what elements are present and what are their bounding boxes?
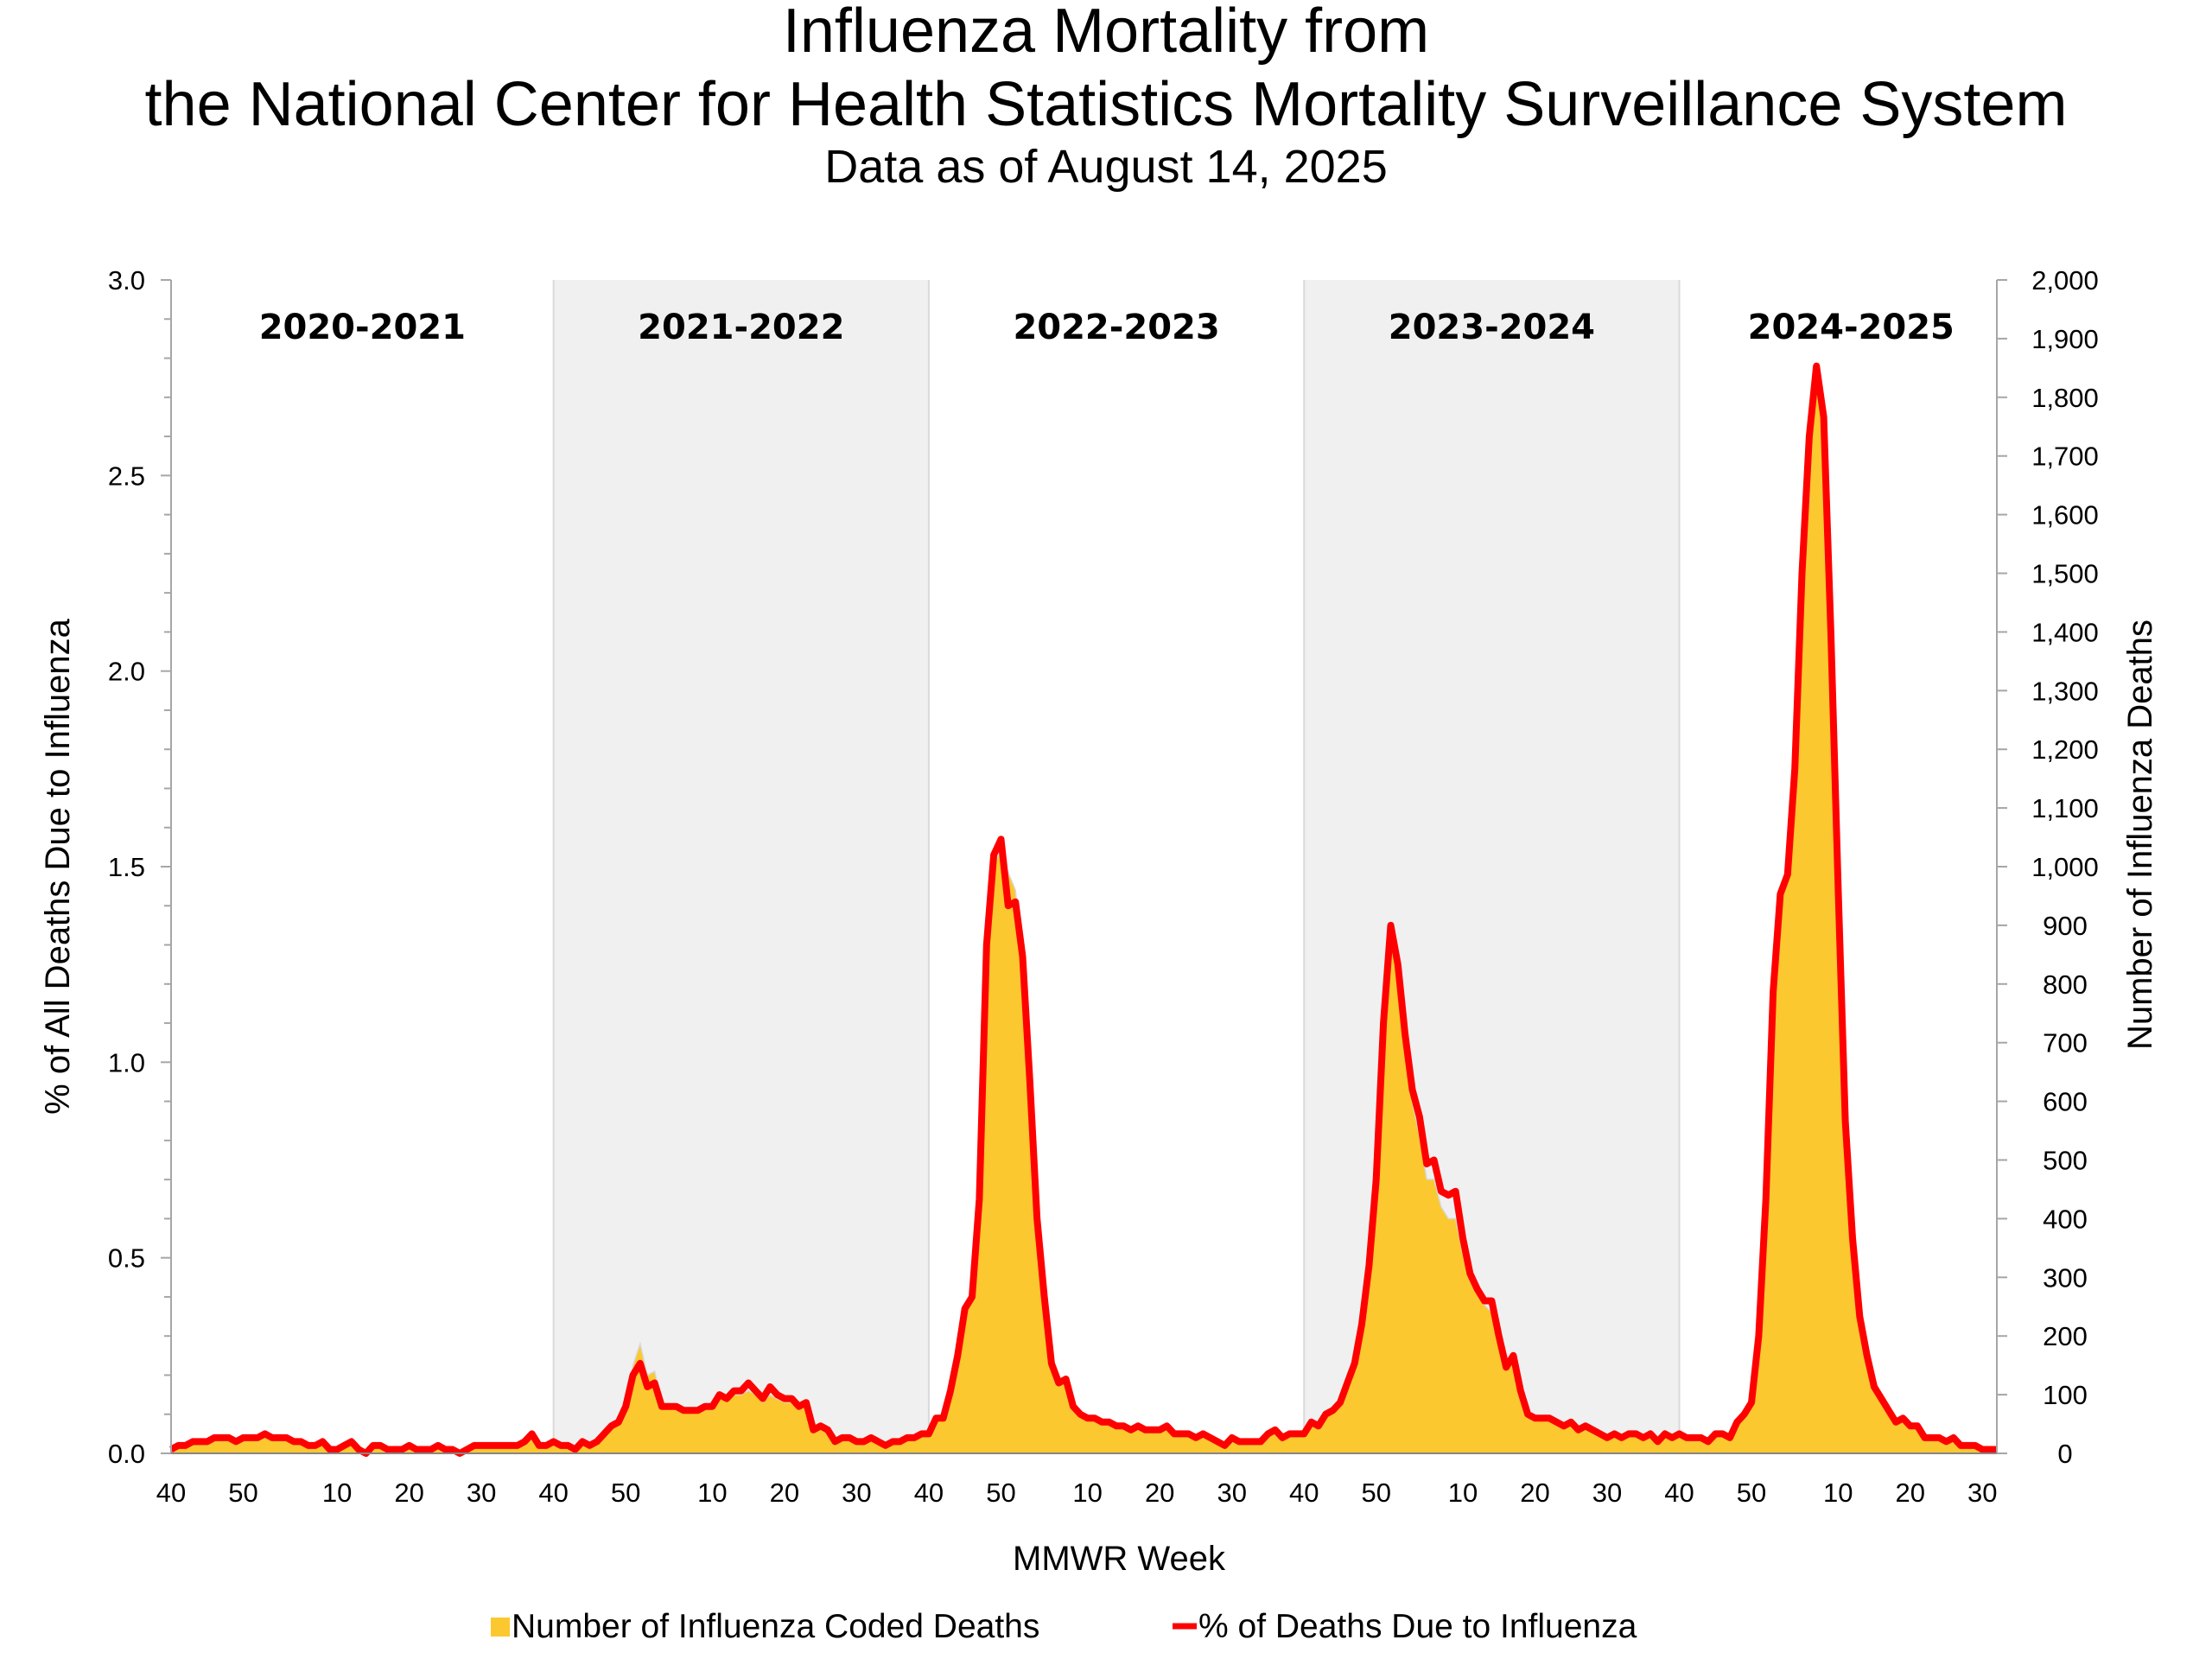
chart-title: Influenza Mortality from (783, 0, 1429, 66)
y-right-tick-label: 1,200 (2031, 734, 2099, 765)
legend: Number of Influenza Coded Deaths % of De… (491, 1608, 1637, 1645)
y-right-tick-label: 1,800 (2031, 383, 2099, 413)
x-tick-label: 40 (1289, 1478, 1319, 1508)
season-label: 2020-2021 (259, 308, 466, 347)
y-right-tick-label: 1,100 (2031, 793, 2099, 823)
x-tick-label: 30 (1967, 1478, 1997, 1508)
y-right-tick-label: 500 (2043, 1146, 2088, 1176)
y-right-tick-label: 2,000 (2031, 265, 2099, 296)
season-bands: 2020-2021 2021-2022 2022-2023 2023-2024 2024… (259, 280, 1955, 1453)
y-axis-left-title: % of All Deaths Due to Influenza (39, 618, 77, 1114)
x-tick-label: 20 (1145, 1478, 1174, 1508)
y-right-tick-label: 1,700 (2031, 442, 2099, 472)
legend-label-pct: % of Deaths Due to Influenza (1198, 1608, 1637, 1645)
y-right-tick-label: 1,500 (2031, 559, 2099, 589)
chart-title-line2: the National Center for Health Statistic… (145, 70, 2068, 139)
x-tick-label: 40 (156, 1478, 186, 1508)
axes: 40 50 10 20 30 40 50 10 20 30 40 50 10 20 30 40 50 10 20 30… (108, 265, 2099, 1508)
x-tick-label: 20 (770, 1478, 799, 1508)
x-tick-label: 30 (1217, 1478, 1246, 1508)
legend-swatch-deaths (491, 1618, 510, 1637)
season-label: 2022-2023 (1013, 308, 1219, 347)
deaths-area (170, 365, 1998, 1454)
x-tick-label: 20 (394, 1478, 423, 1508)
x-tick-label: 50 (1737, 1478, 1766, 1508)
y-left-tick-label: 3.0 (108, 265, 145, 296)
x-tick-label: 20 (1896, 1478, 1925, 1508)
season-label: 2021-2022 (638, 308, 844, 347)
y-right-tick-label: 1,000 (2031, 852, 2099, 882)
y-right-tick-label: 1,900 (2031, 324, 2099, 354)
x-tick-label: 10 (1072, 1478, 1102, 1508)
pct-line (169, 362, 1997, 1457)
season-band-2023-2024 (1304, 280, 1680, 1453)
y-right-tick-label: 200 (2043, 1321, 2088, 1351)
y-left-tick-label: 1.5 (108, 852, 145, 882)
x-tick-label: 10 (697, 1478, 727, 1508)
y-left-tick-label: 0.5 (108, 1243, 145, 1274)
x-tick-label: 30 (1592, 1478, 1622, 1508)
x-tick-label: 40 (914, 1478, 944, 1508)
y-right-tick-label: 0 (2057, 1439, 2072, 1469)
x-tick-label: 30 (467, 1478, 496, 1508)
y-right-tick-label: 700 (2043, 1028, 2088, 1058)
y-right-tick-label: 300 (2043, 1262, 2088, 1293)
y-left-tick-label: 2.0 (108, 657, 145, 687)
y-right-tick-label: 1,600 (2031, 500, 2099, 531)
y-right-tick-label: 600 (2043, 1087, 2088, 1117)
y-left-tick-label: 1.0 (108, 1047, 145, 1077)
x-tick-label: 50 (986, 1478, 1015, 1508)
deaths-area-layer (170, 365, 1998, 1454)
y-right-tick-label: 400 (2043, 1204, 2088, 1234)
y-right-tick-label: 100 (2043, 1380, 2088, 1410)
chart-subtitle: Data as of August 14, 2025 (824, 141, 1387, 193)
x-tick-label: 10 (1823, 1478, 1853, 1508)
y-right-tick-label: 1,300 (2031, 676, 2099, 706)
x-tick-label: 50 (228, 1478, 257, 1508)
x-tick-label: 50 (1362, 1478, 1391, 1508)
y-left-tick-label: 2.5 (108, 461, 145, 491)
y-right-tick-label: 800 (2043, 969, 2088, 1000)
season-label: 2024-2025 (1748, 308, 1955, 347)
y-left-tick-label: 0.0 (108, 1439, 145, 1469)
legend-label-deaths: Number of Influenza Coded Deaths (512, 1608, 1039, 1645)
x-tick-label: 20 (1520, 1478, 1549, 1508)
y-axis-right-title: Number of Influenza Deaths (2121, 620, 2159, 1050)
pct-line-layer (169, 362, 1997, 1457)
x-tick-label: 40 (1664, 1478, 1694, 1508)
y-right-tick-label: 1,400 (2031, 617, 2099, 647)
y-right-tick-label: 900 (2043, 911, 2088, 941)
x-axis-title: MMWR Week (1013, 1540, 1226, 1578)
x-tick-label: 10 (322, 1478, 352, 1508)
x-tick-label: 10 (1448, 1478, 1478, 1508)
x-tick-label: 50 (611, 1478, 640, 1508)
season-band-2021-2022 (553, 280, 929, 1453)
season-label: 2023-2024 (1389, 308, 1595, 347)
x-tick-label: 30 (842, 1478, 871, 1508)
x-tick-label: 40 (538, 1478, 568, 1508)
